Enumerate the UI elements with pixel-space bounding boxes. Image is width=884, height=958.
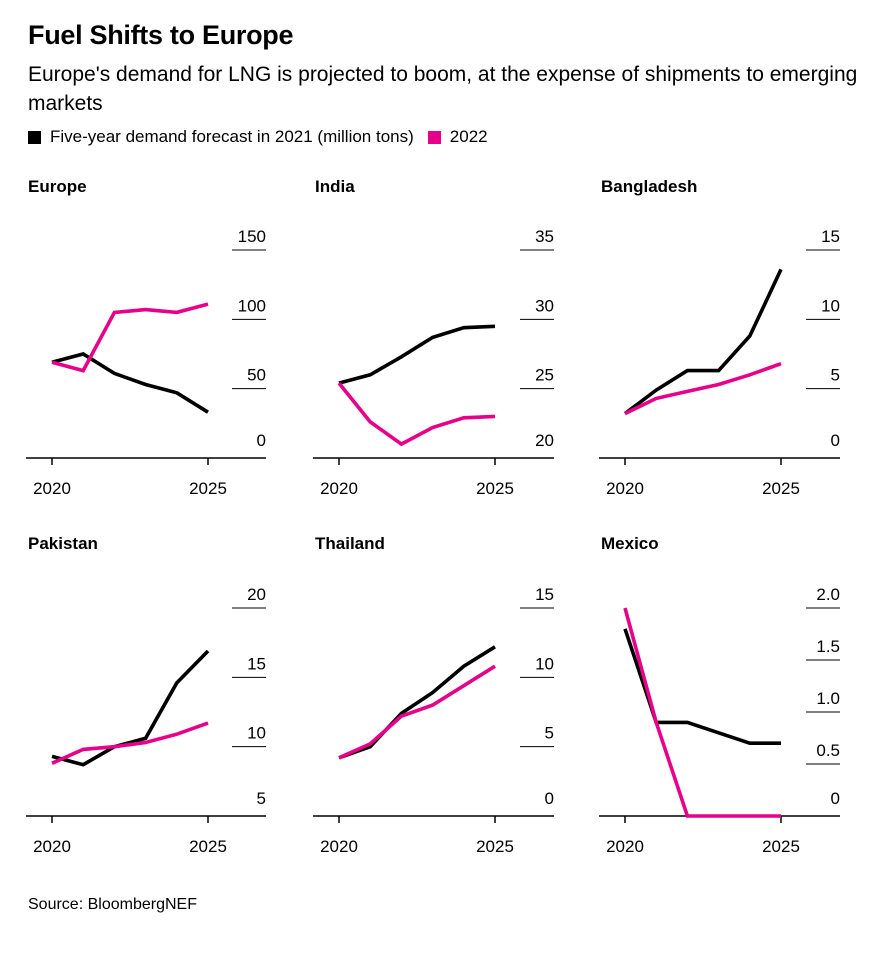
panel-title-india: India xyxy=(315,177,355,196)
y-tick-label-india: 30 xyxy=(535,296,554,315)
legend-item-2021: Five-year demand forecast in 2021 (milli… xyxy=(28,127,414,147)
legend: Five-year demand forecast in 2021 (milli… xyxy=(28,127,502,147)
panel-title-mexico: Mexico xyxy=(601,534,659,553)
legend-swatch-2021 xyxy=(28,130,41,144)
series-line-2022-pakistan xyxy=(51,721,209,765)
panel-title-bangladesh: Bangladesh xyxy=(601,177,697,196)
y-tick-label-mexico: 1.0 xyxy=(816,689,840,708)
y-tick-label-mexico: 2.0 xyxy=(816,585,840,604)
panel-thailand: Thailand 0 5 10 15 2020 2025 xyxy=(313,534,554,856)
x-tick-label-europe: 2020 xyxy=(33,479,71,498)
x-tick-label-india: 2020 xyxy=(320,479,358,498)
y-tick-label-thailand: 15 xyxy=(535,585,554,604)
panel-bangladesh: Bangladesh 0 5 10 15 2020 2025 xyxy=(599,177,840,498)
panel-title-europe: Europe xyxy=(28,177,87,196)
x-tick-label-bangladesh: 2025 xyxy=(762,479,800,498)
panel-mexico: Mexico 0 0.5 1.0 1.5 2.0 2020 2025 xyxy=(599,534,840,856)
y-tick-label-pakistan: 10 xyxy=(247,724,266,743)
source-note: Source: BloombergNEF xyxy=(28,896,197,913)
y-tick-label-thailand: 0 xyxy=(545,789,554,808)
x-tick-label-mexico: 2020 xyxy=(606,837,644,856)
x-tick-label-thailand: 2025 xyxy=(476,837,514,856)
y-tick-label-europe: 50 xyxy=(247,366,266,385)
panel-title-pakistan: Pakistan xyxy=(28,534,98,553)
legend-swatch-2022 xyxy=(427,130,441,144)
x-tick-label-thailand: 2020 xyxy=(320,837,358,856)
y-tick-label-pakistan: 15 xyxy=(247,654,266,673)
x-tick-label-pakistan: 2025 xyxy=(189,837,227,856)
y-tick-label-mexico: 0 xyxy=(831,789,840,808)
x-tick-label-europe: 2025 xyxy=(189,479,227,498)
y-tick-label-mexico: 1.5 xyxy=(816,637,840,656)
legend-label-2021: Five-year demand forecast in 2021 (milli… xyxy=(50,127,414,146)
y-tick-label-pakistan: 20 xyxy=(247,585,266,604)
chart-subtitle: Europe's demand for LNG is projected to … xyxy=(28,63,858,115)
y-tick-label-pakistan: 5 xyxy=(257,789,266,808)
panel-europe: Europe 0 50 100 150 2020 2025 xyxy=(26,177,266,498)
chart-title: Fuel Shifts to Europe xyxy=(28,20,294,50)
series-line-2021-mexico xyxy=(623,628,781,746)
y-tick-label-bangladesh: 5 xyxy=(831,366,840,385)
y-tick-label-india: 20 xyxy=(535,431,554,450)
x-tick-label-mexico: 2025 xyxy=(762,837,800,856)
series-line-2022-thailand xyxy=(338,664,496,760)
y-tick-label-thailand: 5 xyxy=(545,724,554,743)
series-line-2022-bangladesh xyxy=(624,362,782,416)
series-line-2021-bangladesh xyxy=(623,268,783,416)
series-line-2021-pakistan xyxy=(51,649,210,767)
y-tick-label-europe: 150 xyxy=(238,227,266,246)
series-line-2022-mexico xyxy=(623,607,781,818)
y-tick-label-india: 35 xyxy=(535,227,554,246)
y-tick-label-bangladesh: 15 xyxy=(821,227,840,246)
y-tick-label-europe: 100 xyxy=(238,296,266,315)
y-tick-label-europe: 0 xyxy=(257,431,266,450)
series-line-2021-europe xyxy=(51,352,209,414)
x-tick-label-bangladesh: 2020 xyxy=(606,479,644,498)
x-tick-label-pakistan: 2020 xyxy=(33,837,71,856)
y-tick-label-thailand: 10 xyxy=(535,654,554,673)
legend-item-2022: 2022 xyxy=(427,127,488,147)
y-tick-label-bangladesh: 10 xyxy=(821,296,840,315)
series-line-2022-europe xyxy=(51,302,209,373)
x-tick-label-india: 2025 xyxy=(476,479,514,498)
series-line-2021-india xyxy=(338,324,496,385)
panel-title-thailand: Thailand xyxy=(315,534,385,553)
series-line-2021-thailand xyxy=(338,645,496,760)
series-line-2022-india xyxy=(337,381,496,447)
y-tick-label-mexico: 0.5 xyxy=(816,741,840,760)
y-tick-label-india: 25 xyxy=(535,366,554,385)
y-tick-label-bangladesh: 0 xyxy=(831,431,840,450)
legend-label-2022: 2022 xyxy=(449,127,488,146)
